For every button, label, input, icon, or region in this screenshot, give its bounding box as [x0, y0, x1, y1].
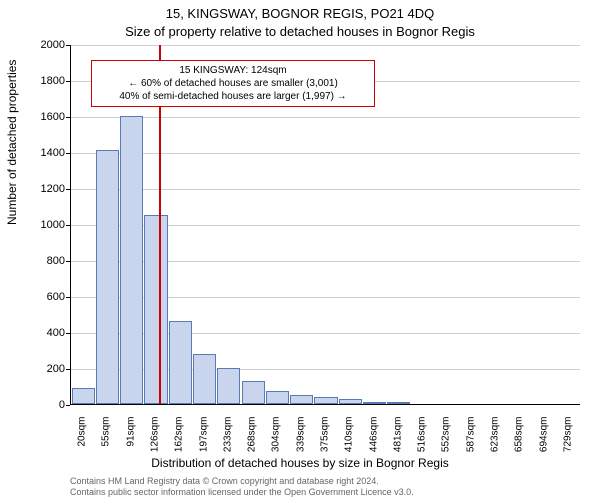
grid-line: [71, 45, 580, 46]
x-tick-label: 162sqm: [174, 417, 185, 467]
bar: [314, 397, 337, 404]
bar: [266, 391, 289, 404]
y-tick-label: 1400: [15, 147, 65, 159]
bar: [242, 381, 265, 404]
x-tick-label: 268sqm: [247, 417, 258, 467]
bar: [217, 368, 240, 404]
x-tick-label: 197sqm: [198, 417, 209, 467]
chart-title-line2: Size of property relative to detached ho…: [0, 24, 600, 39]
grid-line: [71, 189, 580, 190]
y-tick-mark: [66, 333, 70, 334]
x-tick-label: 694sqm: [538, 417, 549, 467]
y-tick-label: 800: [15, 255, 65, 267]
x-tick-label: 729sqm: [562, 417, 573, 467]
y-tick-mark: [66, 117, 70, 118]
x-tick-label: 587sqm: [465, 417, 476, 467]
y-tick-mark: [66, 405, 70, 406]
y-tick-label: 1600: [15, 111, 65, 123]
bar: [339, 399, 362, 404]
y-tick-mark: [66, 369, 70, 370]
x-tick-label: 623sqm: [490, 417, 501, 467]
y-tick-label: 600: [15, 291, 65, 303]
x-tick-label: 91sqm: [125, 417, 136, 467]
annotation-box: 15 KINGSWAY: 124sqm← 60% of detached hou…: [91, 60, 375, 107]
y-tick-label: 2000: [15, 39, 65, 51]
x-tick-label: 126sqm: [150, 417, 161, 467]
x-tick-label: 481sqm: [392, 417, 403, 467]
bar: [387, 402, 410, 404]
x-tick-label: 55sqm: [101, 417, 112, 467]
bar: [72, 388, 95, 404]
bar: [290, 395, 313, 404]
y-tick-label: 0: [15, 399, 65, 411]
y-tick-label: 1200: [15, 183, 65, 195]
x-tick-label: 516sqm: [417, 417, 428, 467]
y-tick-mark: [66, 153, 70, 154]
x-tick-label: 339sqm: [295, 417, 306, 467]
x-tick-label: 20sqm: [77, 417, 88, 467]
bar: [193, 354, 216, 404]
bar: [96, 150, 119, 404]
chart-plot-area: 15 KINGSWAY: 124sqm← 60% of detached hou…: [70, 45, 580, 405]
x-tick-label: 410sqm: [344, 417, 355, 467]
x-tick-label: 375sqm: [320, 417, 331, 467]
y-tick-label: 400: [15, 327, 65, 339]
x-tick-label: 304sqm: [271, 417, 282, 467]
y-tick-label: 1000: [15, 219, 65, 231]
bar: [169, 321, 192, 404]
y-tick-mark: [66, 189, 70, 190]
y-tick-mark: [66, 45, 70, 46]
chart-title-line1: 15, KINGSWAY, BOGNOR REGIS, PO21 4DQ: [0, 6, 600, 21]
x-tick-label: 658sqm: [514, 417, 525, 467]
bar: [144, 215, 167, 404]
bar: [120, 116, 143, 404]
y-tick-mark: [66, 81, 70, 82]
footer-line2: Contains public sector information licen…: [70, 487, 414, 497]
y-tick-mark: [66, 261, 70, 262]
y-tick-label: 1800: [15, 75, 65, 87]
y-tick-label: 200: [15, 363, 65, 375]
footer-line1: Contains HM Land Registry data © Crown c…: [70, 476, 379, 486]
x-tick-label: 233sqm: [222, 417, 233, 467]
grid-line: [71, 117, 580, 118]
annotation-line: 15 KINGSWAY: 124sqm: [98, 64, 368, 77]
y-tick-mark: [66, 297, 70, 298]
annotation-line: 40% of semi-detached houses are larger (…: [98, 90, 368, 103]
x-tick-label: 552sqm: [441, 417, 452, 467]
bar: [363, 402, 386, 404]
grid-line: [71, 153, 580, 154]
annotation-line: ← 60% of detached houses are smaller (3,…: [98, 77, 368, 90]
y-tick-mark: [66, 225, 70, 226]
x-tick-label: 446sqm: [368, 417, 379, 467]
